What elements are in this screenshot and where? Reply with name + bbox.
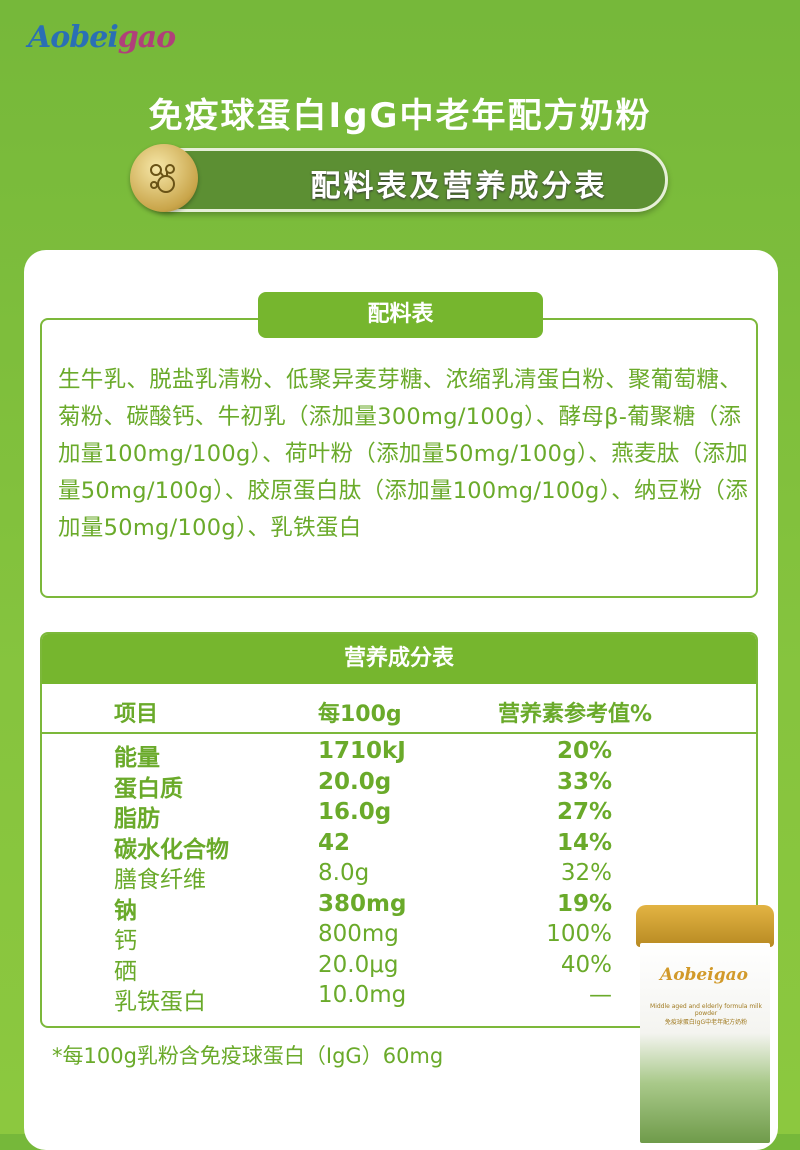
nutrition-heading: 营养成分表 <box>42 634 756 684</box>
can-lid <box>636 905 774 947</box>
cell-item: 能量 <box>114 745 160 771</box>
cell-nrv: 40% <box>560 951 612 978</box>
product-can-image: Aobeigao Middle aged and elderly formula… <box>636 905 774 1143</box>
cell-nrv: 27% <box>556 799 612 825</box>
molecule-icon <box>130 144 198 212</box>
column-header-per100g: 每100g <box>318 702 402 727</box>
brand-logo: Aobeigao <box>28 20 176 55</box>
ingredients-heading: 配料表 <box>258 292 543 338</box>
cell-nrv: 100% <box>546 921 612 947</box>
cell-item: 硒 <box>114 958 137 985</box>
cell-item: 碳水化合物 <box>114 836 229 863</box>
can-logo: Aobeigao <box>660 965 748 985</box>
cell-per100g: 42 <box>318 829 351 856</box>
cell-nrv: 14% <box>556 829 612 856</box>
footnote: *每100g乳粉含免疫球蛋白（IgG）60mg <box>52 1044 444 1068</box>
table-row: 脂肪 16.0g 27% <box>42 799 756 832</box>
cell-nrv: 33% <box>556 768 612 795</box>
cell-per100g: 16.0g <box>318 799 392 825</box>
can-body: Aobeigao Middle aged and elderly formula… <box>640 943 770 1143</box>
banner-label: 配料表及营养成分表 <box>310 169 608 204</box>
cell-per100g: 380mg <box>318 890 407 917</box>
cell-item: 钙 <box>114 928 137 954</box>
column-header-item: 项目 <box>114 702 159 727</box>
column-header-nrv: 营养素参考值% <box>498 702 653 727</box>
cell-per100g: 10.0mg <box>318 982 407 1008</box>
cell-item: 乳铁蛋白 <box>114 989 206 1015</box>
cell-nrv: 19% <box>556 890 612 917</box>
cell-item: 脂肪 <box>114 806 160 832</box>
cell-per100g: 8.0g <box>318 860 370 886</box>
cell-item: 钠 <box>114 897 137 924</box>
page-title: 免疫球蛋白IgG中老年配方奶粉 <box>148 96 652 136</box>
cell-per100g: 20.0μg <box>318 951 399 978</box>
cell-nrv: — <box>589 982 612 1008</box>
can-subtitle: Middle aged and elderly formula milk pow… <box>646 1003 766 1026</box>
cell-per100g: 800mg <box>318 921 399 947</box>
table-row: 能量 1710kJ 20% <box>42 738 756 771</box>
table-row: 膳食纤维 8.0g 32% <box>42 860 756 893</box>
table-row: 钙 800mg 100% <box>42 921 756 954</box>
can-product-name: 免疫球蛋白IgG中老年配方奶粉 <box>664 1019 748 1026</box>
can-subtitle-en: Middle aged and elderly formula milk pow… <box>650 1003 762 1017</box>
cell-nrv: 20% <box>556 738 612 764</box>
nutrition-table: 营养成分表 项目 每100g 营养素参考值% 能量 1710kJ 20% 蛋白质 20.… <box>40 632 758 1028</box>
table-row: 蛋白质 20.0g 33% <box>42 768 756 802</box>
table-row: 乳铁蛋白 10.0mg — <box>42 982 756 1015</box>
cell-per100g: 20.0g <box>318 768 392 795</box>
cell-nrv: 32% <box>560 860 612 886</box>
table-row: 钠 380mg 19% <box>42 890 756 924</box>
section-banner: 配料表及营养成分表 <box>140 148 668 212</box>
cell-item: 膳食纤维 <box>114 867 206 893</box>
cell-per100g: 1710kJ <box>318 738 406 764</box>
header-divider <box>42 732 756 734</box>
cell-item: 蛋白质 <box>114 775 183 802</box>
table-row: 硒 20.0μg 40% <box>42 951 756 985</box>
ingredients-text: 生牛乳、脱盐乳清粉、低聚异麦芽糖、浓缩乳清蛋白粉、聚葡萄糖、菊粉、碳酸钙、牛初乳… <box>58 367 748 541</box>
table-row: 碳水化合物 42 14% <box>42 829 756 863</box>
